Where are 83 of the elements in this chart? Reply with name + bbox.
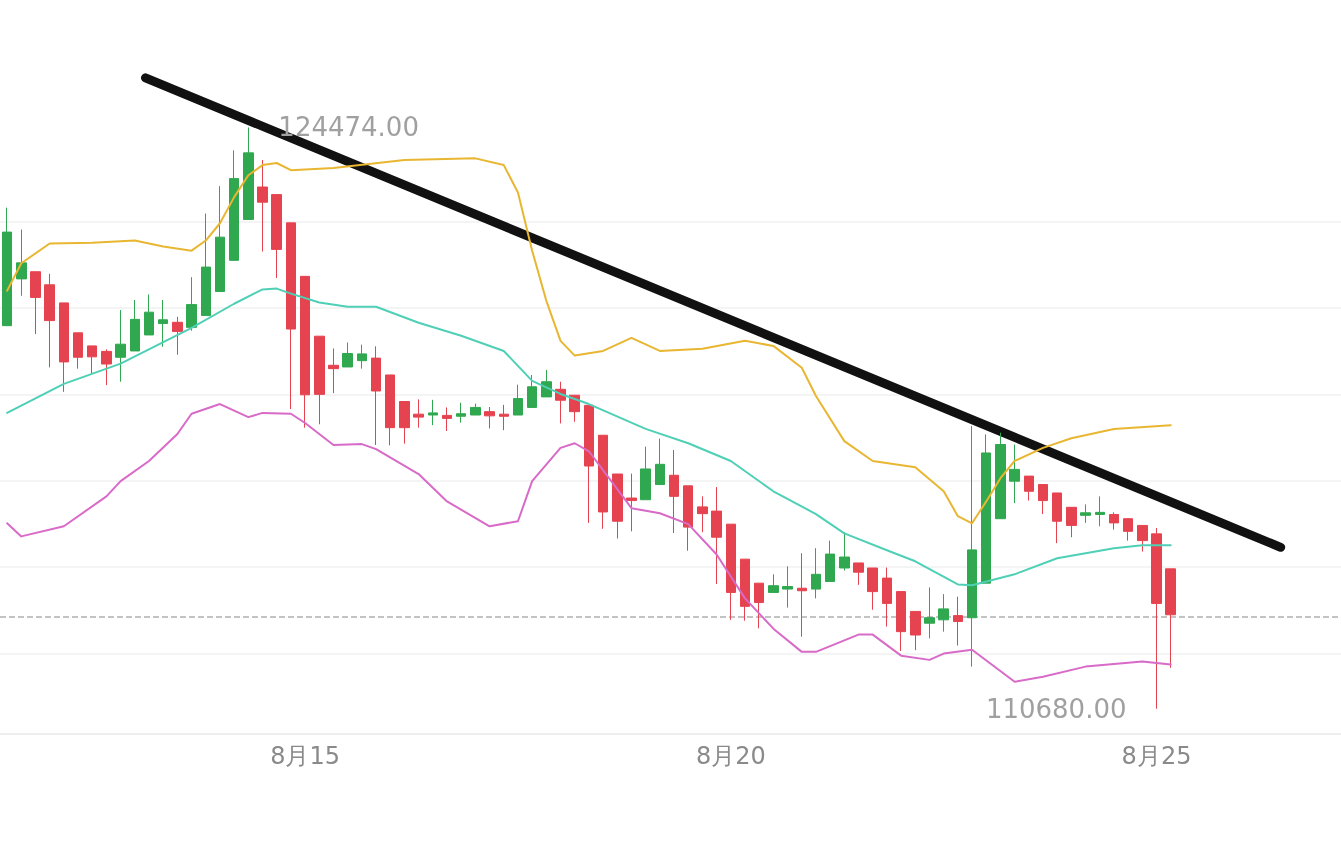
candlestick [924, 586, 935, 639]
candlestick [825, 540, 835, 582]
candlestick [938, 593, 949, 633]
x-tick-label: 8月25 [1121, 742, 1192, 770]
candlestick [328, 347, 339, 394]
candlestick [186, 276, 197, 332]
candlestick [1137, 524, 1148, 553]
candlestick [243, 126, 254, 220]
candlestick [896, 591, 906, 652]
candlestick [484, 406, 495, 429]
candlestick [768, 573, 779, 593]
candlestick [215, 185, 225, 293]
candlestick [1038, 484, 1048, 515]
candlestick [144, 293, 154, 336]
candlestick [1109, 511, 1119, 531]
candlestick [499, 404, 509, 431]
candlestick [867, 567, 878, 611]
candlestick [2, 207, 12, 327]
candlestick [115, 309, 126, 383]
candlestick [726, 523, 736, 621]
candlestick [428, 399, 438, 426]
candlestick [385, 374, 395, 446]
candlestick [853, 562, 864, 586]
candlestick [797, 552, 807, 638]
candlestick [30, 271, 41, 335]
candlestick [229, 149, 239, 261]
candlestick [470, 403, 481, 416]
candlestick [1052, 492, 1062, 544]
candlestick [130, 299, 140, 352]
candlestick [442, 406, 452, 432]
candlestick [314, 335, 325, 425]
candlestick [612, 473, 623, 539]
candlestick [1095, 495, 1105, 527]
candlestick [598, 434, 608, 530]
candlestick [371, 345, 381, 446]
candlestick [342, 342, 353, 368]
x-tick-label: 8月20 [695, 742, 766, 770]
candlestick [101, 348, 112, 386]
candlestick [811, 547, 821, 599]
candlestick [655, 438, 665, 486]
candlestick [1066, 506, 1077, 538]
candlestick [754, 582, 764, 629]
candlestick [626, 473, 637, 532]
x-tick-label: 8月15 [270, 742, 340, 770]
candlestick [1080, 503, 1091, 524]
candlestick [1024, 475, 1034, 502]
candlestick [584, 404, 594, 524]
candlestick [1151, 527, 1162, 710]
candlestick [399, 401, 410, 445]
candlestick [910, 610, 921, 651]
candlestick [201, 213, 211, 317]
candlestick [683, 485, 693, 552]
candlestick [981, 433, 991, 584]
candlestick [513, 384, 523, 416]
candlestick [413, 398, 424, 429]
candlestick [271, 194, 282, 279]
candlestick [669, 449, 679, 534]
candlestick [782, 565, 793, 609]
candlestick [527, 374, 537, 408]
candlestick [1009, 444, 1020, 504]
candlestick [740, 558, 750, 622]
candlestick [967, 425, 977, 668]
candlestick [697, 495, 708, 533]
candlestick [1123, 518, 1133, 542]
candlestick [73, 332, 83, 370]
candlestick [1165, 568, 1176, 669]
candlestick [87, 345, 97, 375]
candlestick [257, 159, 268, 252]
annotation: 124474.00 [278, 112, 419, 143]
candlestick [882, 567, 892, 628]
candlestick [172, 316, 183, 356]
candlestick [995, 432, 1006, 520]
candlestick [158, 299, 168, 348]
candlestick [300, 275, 310, 429]
candlestick [640, 446, 651, 501]
candlestick [357, 344, 367, 370]
annotation: 110680.00 [985, 693, 1127, 724]
candlestick [711, 486, 722, 585]
candlestick [44, 273, 55, 368]
candlestick [286, 222, 296, 410]
candlestick [59, 302, 69, 393]
candlestick [456, 402, 466, 424]
candlestick [953, 596, 963, 647]
